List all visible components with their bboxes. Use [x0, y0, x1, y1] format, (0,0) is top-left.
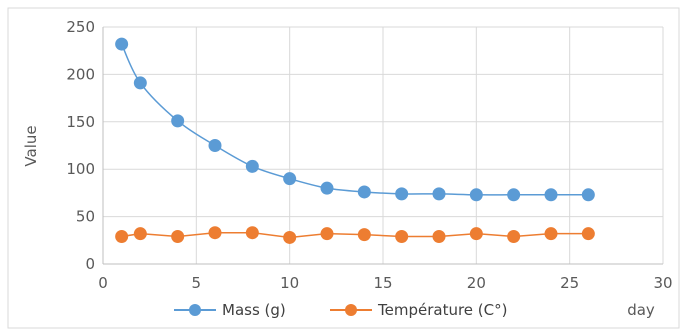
data-point-temperature	[245, 226, 259, 240]
axes	[102, 27, 663, 265]
data-point-mass	[544, 188, 558, 202]
x-tick-label: 10	[280, 274, 299, 292]
data-point-mass	[581, 188, 595, 202]
data-point-mass	[171, 114, 185, 128]
tick-labels: 0 50 100 150 200 250 0 5 10 15 20 25 30	[66, 18, 672, 292]
legend-marker-temperature	[345, 304, 357, 316]
data-point-mass	[469, 188, 483, 202]
data-point-mass	[115, 37, 129, 51]
x-tick-label: 25	[560, 274, 579, 292]
legend-marker-mass	[189, 304, 201, 316]
y-axis-label: Value	[22, 125, 40, 166]
x-tick-label: 5	[192, 274, 202, 292]
data-point-mass	[395, 187, 409, 201]
data-point-temperature	[469, 227, 483, 241]
y-tick-label: 200	[66, 65, 95, 83]
data-point-temperature	[171, 230, 185, 244]
x-tick-label: 20	[467, 274, 486, 292]
series	[115, 37, 595, 244]
data-point-mass	[432, 187, 446, 201]
data-point-temperature	[357, 228, 371, 242]
data-point-mass	[507, 188, 521, 202]
legend: Mass (g) Température (C°)	[174, 301, 507, 319]
data-point-mass	[133, 76, 147, 90]
y-tick-label: 0	[85, 255, 95, 273]
data-point-mass	[245, 159, 259, 173]
y-tick-label: 100	[66, 160, 95, 178]
data-point-temperature	[432, 230, 446, 244]
x-axis-label: day	[627, 301, 655, 319]
legend-label-temperature: Température (C°)	[377, 301, 507, 319]
data-point-temperature	[395, 230, 409, 244]
x-tick-label: 30	[653, 274, 672, 292]
x-tick-label: 0	[98, 274, 108, 292]
data-point-mass	[283, 172, 297, 186]
data-point-mass	[357, 185, 371, 199]
y-tick-label: 250	[66, 18, 95, 36]
series-mass	[115, 37, 595, 202]
data-point-temperature	[544, 227, 558, 241]
x-tick-label: 15	[373, 274, 392, 292]
data-point-temperature	[581, 227, 595, 241]
data-point-temperature	[133, 227, 147, 241]
y-tick-label: 150	[66, 113, 95, 131]
data-point-temperature	[283, 230, 297, 244]
data-point-mass	[320, 181, 334, 195]
data-point-temperature	[115, 230, 129, 244]
series-temperature	[115, 226, 595, 244]
chart-area-border	[7, 7, 680, 329]
gridlines	[103, 26, 664, 264]
data-point-mass	[208, 139, 222, 152]
data-point-temperature	[507, 230, 521, 244]
legend-entry-temperature: Température (C°)	[330, 301, 507, 319]
legend-label-mass: Mass (g)	[222, 301, 286, 319]
legend-entry-mass: Mass (g)	[174, 301, 286, 319]
data-point-temperature	[320, 227, 334, 241]
data-point-temperature	[208, 226, 222, 240]
y-tick-label: 50	[76, 208, 95, 226]
